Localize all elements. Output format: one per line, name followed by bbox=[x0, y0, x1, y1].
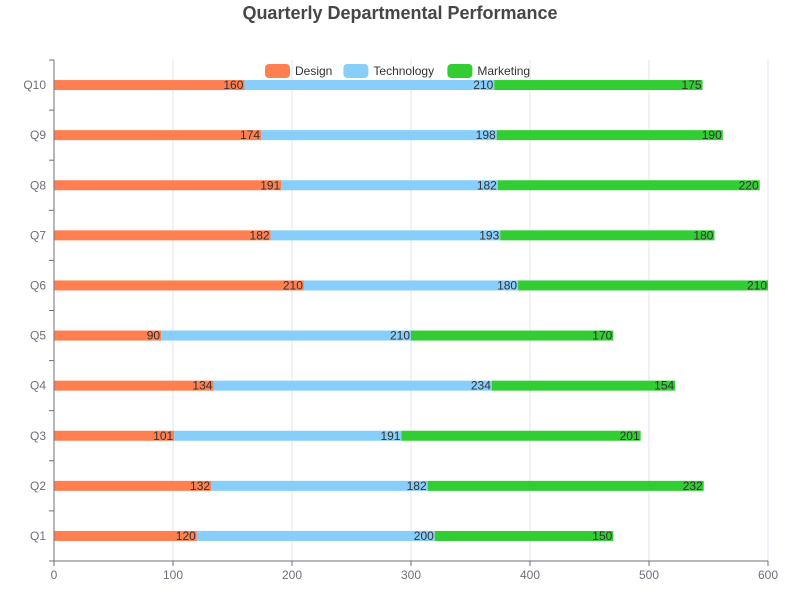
data-label: 160 bbox=[223, 78, 243, 92]
data-label: 180 bbox=[693, 228, 713, 242]
x-tick-label: 0 bbox=[51, 568, 58, 582]
chart-title: Quarterly Departmental Performance bbox=[242, 3, 557, 23]
data-label: 220 bbox=[739, 178, 759, 192]
bar-segment-technology bbox=[161, 330, 411, 341]
data-label: 154 bbox=[654, 379, 674, 393]
bar-segment-design bbox=[54, 230, 271, 241]
data-label: 170 bbox=[592, 329, 612, 343]
legend-swatch bbox=[265, 64, 290, 78]
y-tick-label: Q10 bbox=[23, 78, 46, 92]
x-tick-label: 100 bbox=[163, 568, 183, 582]
x-tick-label: 500 bbox=[639, 568, 659, 582]
data-label: 182 bbox=[407, 479, 427, 493]
bar-segment-marketing bbox=[434, 530, 614, 541]
bar-segment-technology bbox=[196, 530, 435, 541]
x-tick-label: 400 bbox=[520, 568, 540, 582]
legend-label: Marketing bbox=[477, 64, 530, 78]
bar-segment-technology bbox=[213, 380, 492, 391]
y-tick-label: Q4 bbox=[30, 379, 46, 393]
bar-segment-marketing bbox=[491, 380, 676, 391]
legend-item-design[interactable]: Design bbox=[265, 64, 332, 78]
data-label: 134 bbox=[192, 379, 212, 393]
bar-segment-marketing bbox=[518, 280, 768, 291]
bars: 120 200 150 132 182 232 101 191 201 134 234 154 90 21… bbox=[54, 78, 768, 543]
data-label: 191 bbox=[260, 178, 280, 192]
legend-swatch bbox=[447, 64, 473, 78]
bar-segment-technology bbox=[270, 230, 501, 241]
bar-segment-design bbox=[54, 280, 304, 291]
bar-segment-technology bbox=[281, 180, 498, 191]
data-label: 101 bbox=[153, 429, 173, 443]
bar-segment-technology bbox=[244, 80, 495, 91]
data-label: 210 bbox=[283, 278, 303, 292]
y-tick-label: Q8 bbox=[30, 178, 46, 192]
data-label: 182 bbox=[477, 178, 497, 192]
y-tick-label: Q1 bbox=[30, 529, 46, 543]
bar-segment-design bbox=[54, 130, 262, 141]
bar-segment-technology bbox=[174, 430, 402, 441]
data-label: 190 bbox=[702, 128, 722, 142]
y-tick-label: Q7 bbox=[30, 228, 46, 242]
bar-segment-technology bbox=[303, 280, 519, 291]
data-label: 201 bbox=[620, 429, 640, 443]
data-label: 175 bbox=[682, 78, 702, 92]
y-tick-label: Q2 bbox=[30, 479, 46, 493]
data-label: 234 bbox=[471, 379, 491, 393]
x-tick-label: 600 bbox=[758, 568, 778, 582]
data-label: 182 bbox=[250, 228, 270, 242]
data-label: 200 bbox=[414, 529, 434, 543]
bar-segment-design bbox=[54, 380, 214, 391]
bar-segment-marketing bbox=[494, 80, 703, 91]
bar-segment-marketing bbox=[427, 480, 704, 491]
bar-segment-marketing bbox=[496, 130, 723, 141]
legend-item-marketing[interactable]: Marketing bbox=[447, 64, 530, 78]
data-label: 210 bbox=[473, 78, 493, 92]
x-tick-label: 200 bbox=[282, 568, 302, 582]
legend-swatch bbox=[343, 64, 369, 78]
axes: Q1 Q2 Q3 Q4 Q5 Q6 Q7 Q8 Q9 Q10 0 100 200 300 400 500 600 bbox=[23, 59, 778, 582]
legend[interactable]: Design Technology Marketing bbox=[265, 64, 530, 78]
data-label: 132 bbox=[190, 479, 210, 493]
data-label: 150 bbox=[592, 529, 612, 543]
legend-label: Technology bbox=[373, 64, 434, 78]
data-label: 174 bbox=[240, 128, 260, 142]
data-label: 210 bbox=[390, 329, 410, 343]
bar-segment-marketing bbox=[401, 430, 641, 441]
data-label: 180 bbox=[497, 278, 517, 292]
grid-lines bbox=[172, 60, 769, 561]
bar-segment-design bbox=[54, 430, 175, 441]
y-tick-label: Q9 bbox=[30, 128, 46, 142]
bar-segment-technology bbox=[211, 480, 428, 491]
x-tick-label: 300 bbox=[401, 568, 421, 582]
bar-segment-marketing bbox=[411, 330, 614, 341]
data-label: 198 bbox=[476, 128, 496, 142]
data-label: 120 bbox=[176, 529, 196, 543]
bar-segment-technology bbox=[261, 130, 497, 141]
data-label: 232 bbox=[683, 479, 703, 493]
bar-segment-design bbox=[54, 530, 197, 541]
y-tick-label: Q3 bbox=[30, 429, 46, 443]
bar-segment-design bbox=[54, 480, 212, 491]
bar-segment-marketing bbox=[497, 180, 760, 191]
bar-segment-design bbox=[54, 180, 282, 191]
y-tick-label: Q6 bbox=[30, 278, 46, 292]
legend-label: Design bbox=[295, 64, 332, 78]
data-label: 191 bbox=[380, 429, 400, 443]
y-tick-label: Q5 bbox=[30, 329, 46, 343]
bar-segment-design bbox=[54, 80, 245, 91]
data-label: 210 bbox=[747, 278, 767, 292]
data-label: 193 bbox=[479, 228, 499, 242]
bar-segment-marketing bbox=[500, 230, 715, 241]
legend-item-technology[interactable]: Technology bbox=[343, 64, 434, 78]
bar-segment-design bbox=[54, 330, 162, 341]
data-label: 90 bbox=[147, 329, 161, 343]
